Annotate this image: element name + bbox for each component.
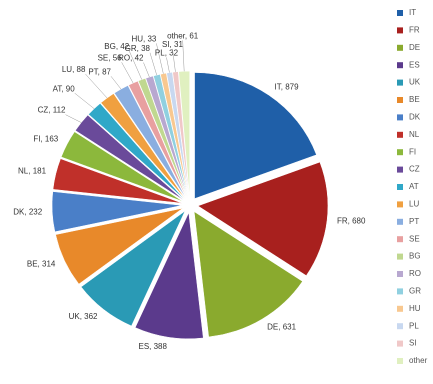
legend-swatch — [397, 27, 403, 34]
legend-label: BE — [409, 95, 420, 104]
leader-line — [143, 62, 150, 78]
legend-swatch — [397, 271, 403, 277]
slice — [197, 161, 329, 276]
data-label: NL, 181 — [18, 167, 47, 176]
legend-label: FI — [409, 147, 416, 156]
legend-swatch — [397, 10, 403, 16]
leader-line — [74, 92, 95, 109]
legend-swatch — [397, 149, 403, 156]
data-label: SI, 31 — [162, 40, 183, 49]
data-label: HU, 33 — [131, 35, 156, 44]
legend-label: NL — [409, 130, 420, 139]
slice — [178, 70, 190, 198]
legend-label: SI — [409, 339, 417, 348]
data-label: BG, 42 — [104, 42, 129, 51]
data-label: ES, 388 — [138, 342, 167, 351]
slice — [80, 210, 186, 327]
legend-label: RO — [409, 269, 421, 278]
legend-swatch — [397, 253, 403, 260]
slice — [194, 72, 317, 199]
leader-line — [65, 114, 82, 123]
legend-swatch — [397, 62, 403, 69]
legend-label: GR — [409, 287, 421, 296]
data-label: GR, 38 — [125, 44, 151, 53]
legend-swatch — [397, 305, 403, 312]
legend-swatch — [397, 97, 403, 103]
data-label: UK, 362 — [69, 312, 98, 321]
slice — [60, 131, 184, 202]
data-label: BE, 314 — [27, 260, 56, 269]
slice — [193, 211, 303, 338]
data-label: FR, 680 — [337, 217, 366, 226]
legend-swatch — [397, 340, 403, 347]
slice — [51, 191, 183, 233]
legend-label: other — [409, 356, 428, 365]
slice — [128, 80, 187, 199]
slice — [134, 211, 204, 339]
slice — [100, 93, 186, 199]
legend-label: BG — [409, 252, 421, 261]
legend-label: AT — [409, 182, 419, 191]
leader-line — [172, 48, 176, 72]
legend-swatch — [397, 201, 403, 208]
legend-label: DK — [409, 113, 421, 122]
legend-swatch — [397, 218, 403, 225]
leader-line — [110, 76, 122, 90]
data-label: CZ, 112 — [38, 106, 66, 115]
legend-swatch — [397, 114, 403, 121]
slice — [172, 71, 190, 198]
leader-line — [156, 43, 164, 74]
slice — [166, 71, 190, 198]
data-label: other, 61 — [167, 31, 199, 40]
legend-label: DE — [409, 43, 420, 52]
data-label: DK, 232 — [13, 207, 42, 216]
legend-swatch — [397, 288, 403, 295]
leader-line — [128, 50, 143, 80]
legend-swatch — [397, 166, 403, 173]
slice — [52, 158, 183, 204]
legend-swatch — [397, 184, 403, 190]
legend-swatch — [397, 131, 403, 138]
legend-swatch — [397, 358, 403, 364]
legend-label: FR — [409, 26, 420, 35]
legend-swatch — [397, 44, 403, 51]
legend-label: IT — [409, 8, 416, 17]
legend-swatch — [397, 79, 403, 86]
data-label: PL, 32 — [155, 49, 179, 58]
data-label: LU, 88 — [62, 65, 86, 74]
legend-label: SE — [409, 234, 420, 243]
data-label: RO, 42 — [118, 54, 144, 63]
legend-swatch — [397, 236, 403, 243]
legend-label: HU — [409, 304, 421, 313]
leader-line — [166, 57, 170, 73]
legend-label: LU — [409, 200, 419, 209]
data-label: SE, 56 — [98, 53, 123, 62]
data-label: AT, 90 — [53, 84, 76, 93]
legend-swatch — [397, 323, 403, 330]
leader-line — [182, 40, 185, 72]
leader-line — [85, 73, 108, 99]
data-label: FI, 163 — [33, 135, 58, 144]
legend-label: ES — [409, 60, 420, 69]
leader-line — [121, 62, 134, 84]
legend-label: CZ — [409, 165, 420, 174]
legend-label: UK — [409, 78, 421, 87]
leader-line — [149, 52, 157, 76]
slice — [55, 207, 183, 285]
legend-label: PT — [409, 217, 419, 226]
legend-label: PL — [409, 321, 419, 330]
slice — [153, 74, 189, 198]
data-label: IT, 879 — [275, 82, 300, 91]
data-label: DE, 631 — [267, 323, 296, 332]
data-label: PT, 87 — [88, 67, 111, 76]
